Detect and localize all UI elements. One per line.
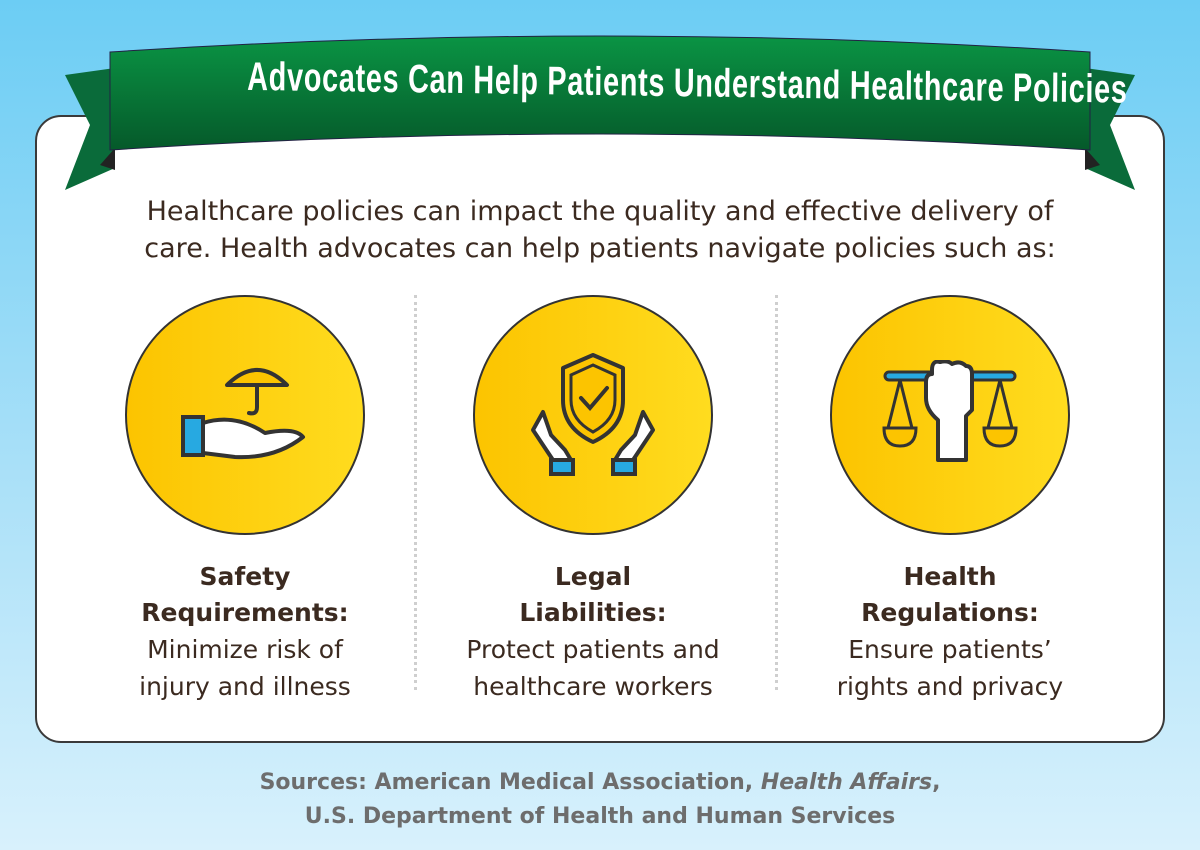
sources-suffix: , <box>932 770 941 795</box>
item-description: Ensure patients’ <box>848 635 1052 664</box>
policy-legal: Legal Liabilities: Protect patients and he… <box>428 295 758 705</box>
item-description: healthcare workers <box>473 672 713 701</box>
sources-journal: Health Affairs <box>760 770 933 795</box>
hands-shield-icon <box>473 295 713 535</box>
policy-health: Health Regulations: Ensure patients’ right… <box>785 295 1115 705</box>
fist-scales-icon <box>830 295 1070 535</box>
item-description: Protect patients and <box>466 635 720 664</box>
item-title: Safety <box>199 562 291 591</box>
sources-line-2: U.S. Department of Health and Human Serv… <box>304 804 896 829</box>
item-title: Regulations: <box>861 598 1039 627</box>
item-title: Health <box>903 562 997 591</box>
item-description: rights and privacy <box>836 672 1064 701</box>
intro-text: Healthcare policies can impact the quali… <box>60 193 1140 267</box>
item-title: Legal <box>554 562 632 591</box>
sources-prefix: Sources: American Medical Association, <box>259 770 761 795</box>
policy-safety: Safety Requirements: Minimize risk of inju… <box>80 295 410 705</box>
dotted-divider <box>414 295 417 690</box>
item-title: Requirements: <box>141 598 349 627</box>
hand-umbrella-icon <box>125 295 365 535</box>
intro-line-1: Healthcare policies can impact the quali… <box>146 196 1054 227</box>
intro-line-2: care. Health advocates can help patients… <box>144 233 1056 264</box>
item-title: Liabilities: <box>519 598 667 627</box>
title-banner <box>65 35 1135 190</box>
item-description: Minimize risk of <box>147 635 343 664</box>
dotted-divider <box>775 295 778 690</box>
item-description: injury and illness <box>139 672 351 701</box>
sources: Sources: American Medical Association, H… <box>0 766 1200 834</box>
